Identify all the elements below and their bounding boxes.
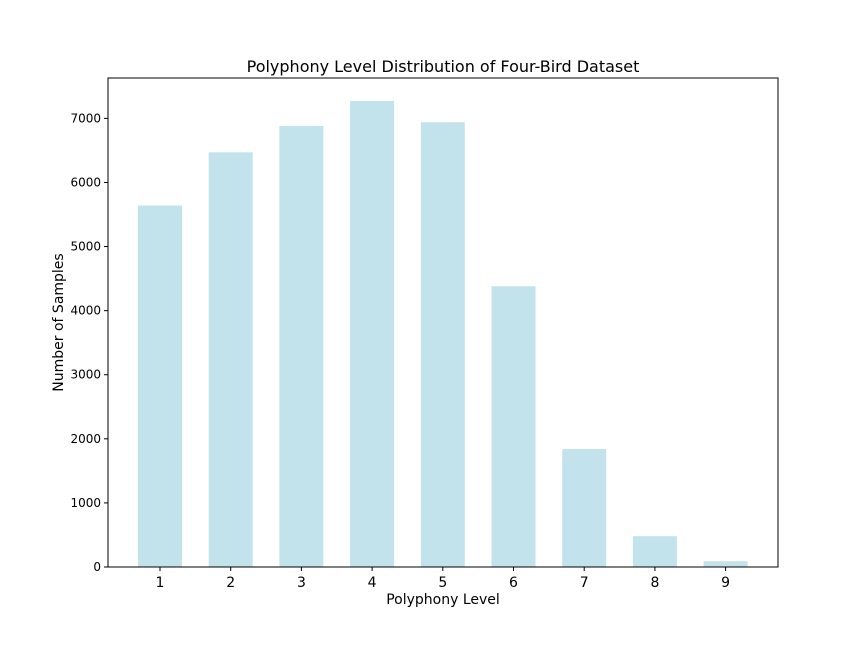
x-tick-label: 5 [438, 575, 447, 591]
x-tick-label: 9 [721, 575, 730, 591]
x-tick-label: 7 [580, 575, 589, 591]
x-axis-ticks: 1 2 3 4 5 6 7 8 9 [156, 567, 730, 591]
y-axis-label: Number of Samples [51, 253, 67, 391]
x-tick-label: 6 [509, 575, 518, 591]
bar-9 [703, 561, 748, 567]
x-tick-label: 4 [368, 575, 377, 591]
bar-5 [420, 122, 465, 567]
y-tick-label: 7000 [70, 111, 101, 125]
bar-2 [208, 152, 253, 567]
y-tick-label: 0 [93, 560, 101, 574]
y-tick-label: 6000 [70, 175, 101, 189]
y-tick-label: 1000 [70, 496, 101, 510]
y-tick-label: 2000 [70, 432, 101, 446]
bar-8 [632, 536, 677, 567]
x-axis-label: Polyphony Level [386, 592, 500, 608]
chart-title: Polyphony Level Distribution of Four-Bir… [247, 57, 640, 76]
y-tick-label: 4000 [70, 304, 101, 318]
bar-7 [562, 449, 607, 567]
bar-4 [350, 101, 395, 567]
y-tick-label: 3000 [70, 368, 101, 382]
x-tick-label: 2 [226, 575, 235, 591]
x-tick-label: 8 [650, 575, 659, 591]
x-tick-label: 1 [156, 575, 165, 591]
y-axis-ticks: 0 1000 2000 3000 4000 5000 6000 7000 [70, 111, 108, 574]
y-tick-label: 5000 [70, 240, 101, 254]
bar-3 [279, 126, 324, 568]
bar-1 [138, 205, 182, 567]
bars-group [138, 101, 748, 568]
x-tick-label: 3 [297, 575, 306, 591]
bar-6 [491, 286, 536, 567]
